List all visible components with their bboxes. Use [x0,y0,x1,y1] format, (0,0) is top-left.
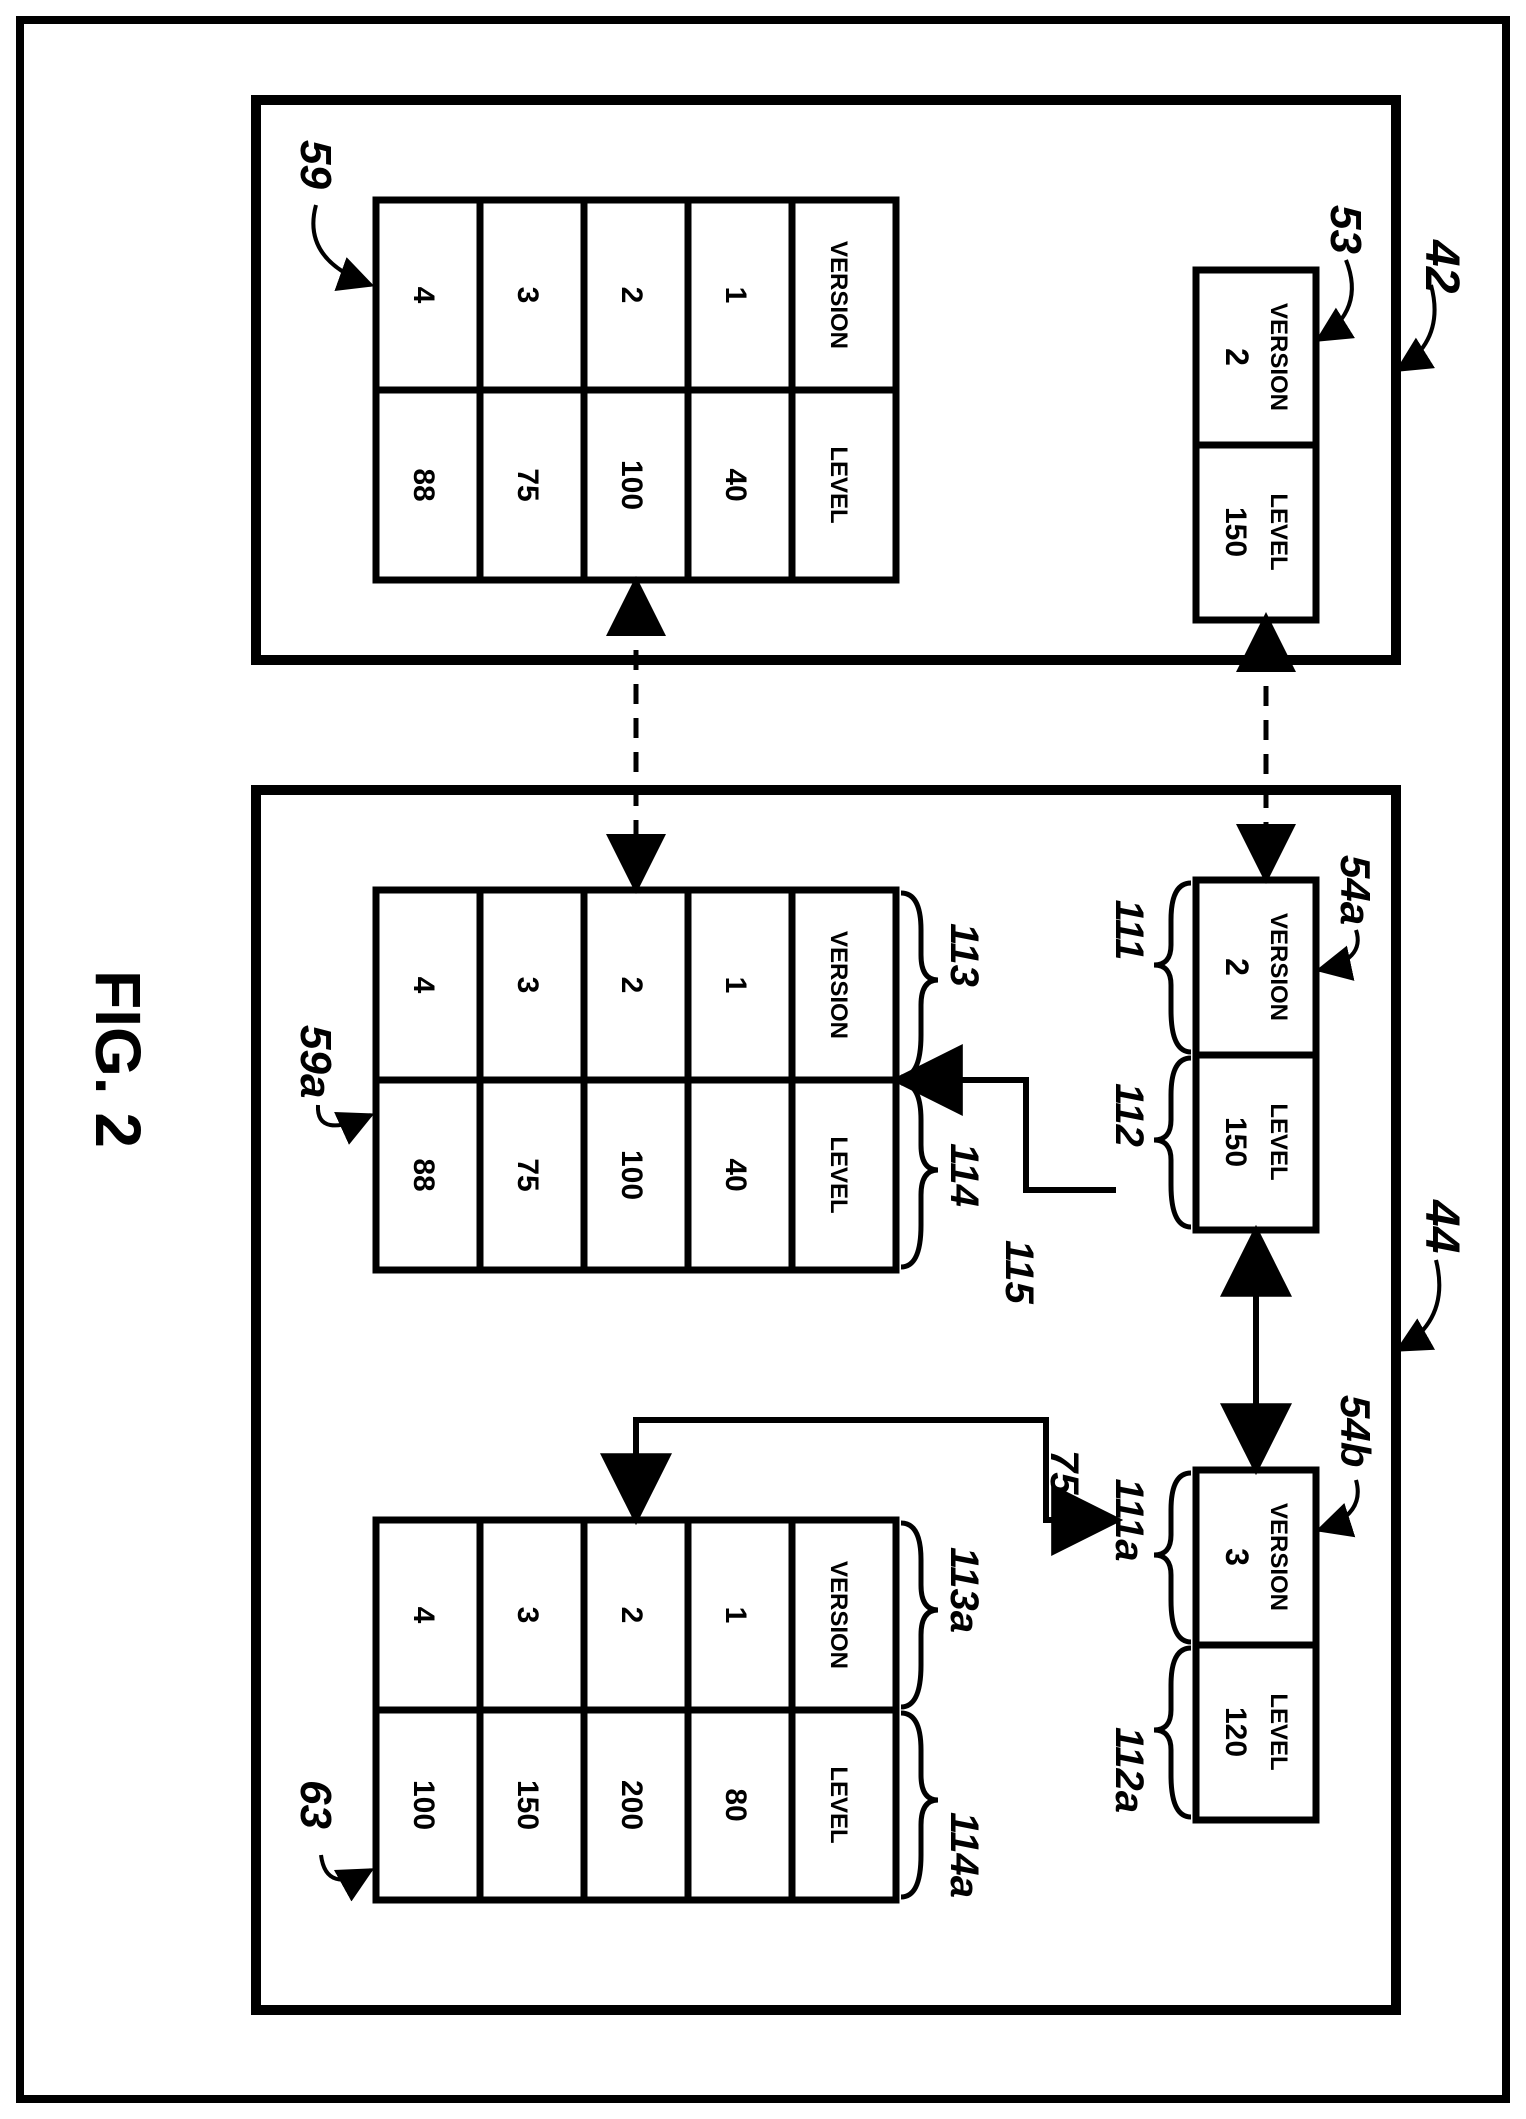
t59-r3c1: 3 [511,287,544,304]
table-59a: VERSION LEVEL 1 40 2 100 3 75 4 88 113 1… [291,890,986,1270]
ref-54b: 54b [1332,1395,1379,1467]
table-59: VERSION LEVEL 1 40 2 100 3 75 4 88 59 [291,140,896,580]
t59a-r2c1: 2 [615,977,648,994]
ref-59: 59 [291,140,340,189]
hdr53-version-label: VERSION [1265,303,1292,411]
ref-54a: 54a [1332,855,1379,925]
t63-r4c2: 100 [407,1780,440,1830]
block-44: 44 VERSION 2 LEVEL 150 54a 111 112 [256,790,1468,2010]
ref-115: 115 [997,1240,1041,1305]
t59a-r1c2: 40 [719,1158,752,1191]
hdr54b-level-value: 120 [1219,1707,1252,1757]
ref-113: 113 [942,923,986,987]
hdr54b-version-value: 3 [1219,1548,1255,1566]
ref-114a: 114a [942,1812,986,1898]
t63-r1c1: 1 [719,1607,752,1624]
t59-r1c2: 40 [719,468,752,501]
t59-r2c2: 100 [615,460,648,510]
t63-r3c2: 150 [511,1780,544,1830]
hdr54a-version-label: VERSION [1265,913,1292,1021]
t63-r2c2: 200 [615,1780,648,1830]
t59a-col-level: LEVEL [825,1136,852,1213]
hdr54b-level-label: LEVEL [1265,1693,1292,1770]
ref-112: 112 [1107,1083,1151,1147]
ref-113a: 113a [942,1547,986,1633]
ref-42: 42 [1415,239,1468,294]
hdr53-level-value: 150 [1219,507,1252,557]
t63-r3c1: 3 [511,1607,544,1624]
ref-44: 44 [1415,1199,1468,1253]
t59-r4c1: 4 [407,287,440,304]
hdr54a-level-label: LEVEL [1265,1103,1292,1180]
t59-r2c1: 2 [615,287,648,304]
t63-col-level: LEVEL [825,1766,852,1843]
t59a-r1c1: 1 [719,977,752,994]
t59a-r3c1: 3 [511,977,544,994]
t63-r2c1: 2 [615,1607,648,1624]
block-42: 42 VERSION 2 LEVEL 150 53 [256,100,1468,660]
t59-col-level: LEVEL [825,446,852,523]
figure-2: 42 VERSION 2 LEVEL 150 53 [0,0,1526,2119]
t59a-r4c2: 88 [407,1158,440,1191]
t63-col-version: VERSION [825,1561,852,1669]
hdr53-version-value: 2 [1219,348,1255,366]
t59-col-version: VERSION [825,241,852,349]
hdr54a-version-value: 2 [1219,958,1255,976]
ref-75: 75 [1042,1450,1086,1495]
ref-114: 114 [942,1143,986,1207]
hdr54a-level-value: 150 [1219,1117,1252,1167]
ref-59a: 59a [291,1025,340,1098]
ref-63: 63 [291,1780,340,1829]
t59-r4c2: 88 [407,468,440,501]
t59a-col-version: VERSION [825,931,852,1039]
t63-r1c2: 80 [719,1788,752,1821]
t59a-r3c2: 75 [511,1158,544,1191]
header-54a: VERSION 2 LEVEL 150 54a 111 112 [1107,855,1379,1230]
header-54b: VERSION 3 LEVEL 120 54b 111a 112a [1107,1395,1379,1820]
t59a-r4c1: 4 [407,977,440,994]
t59-r3c2: 75 [511,468,544,501]
t63-r4c1: 4 [407,1607,440,1624]
hdr54b-version-label: VERSION [1265,1503,1292,1611]
t59-r1c1: 1 [719,287,752,304]
table-63: VERSION LEVEL 1 80 2 200 3 150 4 100 113… [291,1520,986,1900]
ref-112a: 112a [1107,1727,1151,1813]
hdr53-level-label: LEVEL [1265,493,1292,570]
figure-label: FIG. 2 [82,970,154,1148]
t59a-r2c2: 100 [615,1150,648,1200]
ref-53: 53 [1321,205,1370,254]
ref-111: 111 [1107,900,1151,961]
header-53: VERSION 2 LEVEL 150 53 [1196,205,1370,620]
